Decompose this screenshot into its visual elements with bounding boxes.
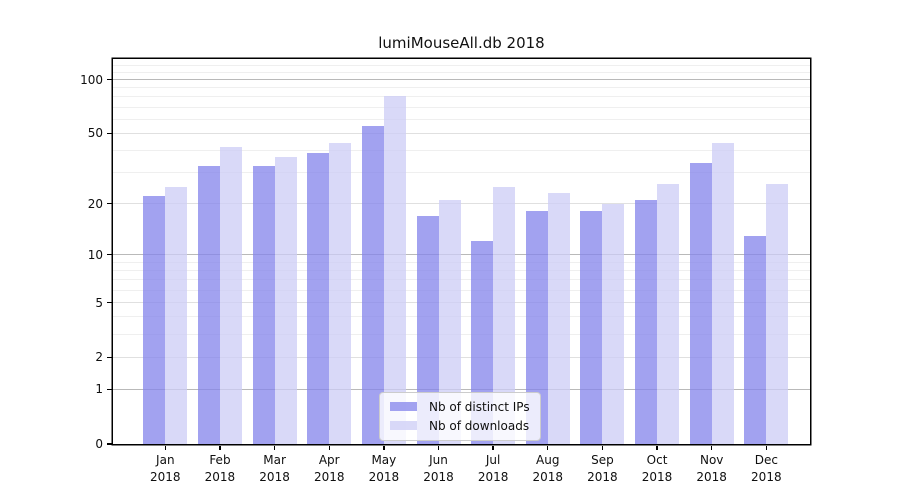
bar-sep-downloads <box>602 203 625 444</box>
legend-swatch-downloads <box>390 421 417 430</box>
gridline-minor <box>113 96 810 98</box>
chart-title: lumiMouseAll.db 2018 <box>378 34 545 52</box>
bar-feb-distinct-ips <box>197 165 220 444</box>
bar-mar-downloads <box>274 156 297 444</box>
gridline-major <box>113 356 810 358</box>
gridline-major <box>113 302 810 303</box>
y-axis-tick-label: 0 <box>95 437 103 451</box>
y-axis-tick-label: 100 <box>80 72 103 87</box>
x-axis-tick-label: May 2018 <box>368 453 400 484</box>
x-axis-tick <box>601 445 604 450</box>
gridline-minor <box>113 172 810 174</box>
gridline-minor <box>113 87 810 89</box>
bar-dec-downloads <box>766 183 789 444</box>
gridline-minor <box>113 334 810 336</box>
y-axis-tick <box>107 202 112 205</box>
y-axis-tick-label: 50 <box>87 126 103 141</box>
x-axis-tick-label: Apr 2018 <box>313 453 345 484</box>
x-axis-tick-label: Feb 2018 <box>204 453 236 484</box>
y-axis-tick <box>107 301 112 304</box>
x-axis-tick <box>328 445 330 450</box>
x-axis-tick-label: Dec 2018 <box>751 453 782 484</box>
gridline-minor <box>113 64 810 66</box>
bar-dec-distinct-ips <box>744 235 767 444</box>
y-axis-tick <box>107 253 112 256</box>
legend: Nb of distinct IPs Nb of downloads <box>379 392 541 441</box>
gridline-minor <box>113 71 810 73</box>
x-axis-tick <box>164 445 166 450</box>
y-axis-tick <box>107 356 112 358</box>
bar-oct-downloads <box>657 183 680 444</box>
y-axis-tick <box>107 132 112 135</box>
bar-aug-downloads <box>547 193 570 444</box>
gridline-major <box>113 254 810 256</box>
y-axis-tick-label: 2 <box>95 350 103 365</box>
y-axis-tick <box>107 388 112 390</box>
bar-nov-distinct-ips <box>689 163 712 444</box>
x-axis-tick <box>547 445 549 450</box>
x-axis-tick <box>656 445 658 450</box>
x-axis-tick-label: Sep 2018 <box>587 453 618 484</box>
plot-area <box>113 59 810 444</box>
gridline-major <box>113 388 810 390</box>
x-axis-tick <box>711 445 713 450</box>
bar-feb-downloads <box>219 146 242 444</box>
gridline-major <box>113 203 810 205</box>
bar-jan-downloads <box>165 186 188 444</box>
x-axis-tick <box>437 445 440 450</box>
y-axis-tick-label: 5 <box>95 295 103 310</box>
x-axis-tick-label: Jun 2018 <box>423 453 454 484</box>
bar-apr-downloads <box>329 143 352 444</box>
bar-nov-downloads <box>711 143 734 444</box>
gridline-minor <box>113 118 810 120</box>
x-axis-tick <box>219 445 221 450</box>
legend-entry-distinct-ips: Nb of distinct IPs <box>390 397 530 416</box>
gridline-major <box>113 132 810 134</box>
bar-oct-distinct-ips <box>635 199 658 444</box>
bar-jul-downloads <box>493 186 516 444</box>
y-axis-tick <box>107 443 112 445</box>
bar-mar-distinct-ips <box>252 165 275 444</box>
bar-apr-distinct-ips <box>307 152 330 444</box>
legend-swatch-distinct-ips <box>390 402 417 411</box>
bar-sep-distinct-ips <box>580 211 603 444</box>
x-axis-tick-label: Jan 2018 <box>150 453 181 484</box>
y-axis-tick <box>107 78 112 81</box>
legend-label-downloads: Nb of downloads <box>429 418 530 433</box>
x-axis-tick-label: Aug 2018 <box>532 453 564 484</box>
bar-jun-downloads <box>438 199 461 444</box>
bar-may-downloads <box>383 95 406 444</box>
gridline-major <box>113 79 810 81</box>
gridline-minor <box>113 150 810 152</box>
x-axis-tick <box>383 445 385 450</box>
x-axis-tick <box>273 445 276 450</box>
x-axis-tick-label: Oct 2018 <box>641 453 673 484</box>
gridline-minor <box>113 261 810 263</box>
bar-jun-distinct-ips <box>416 215 439 444</box>
gridline-minor <box>113 289 810 291</box>
legend-label-distinct-ips: Nb of distinct IPs <box>429 399 530 414</box>
bar-aug-distinct-ips <box>525 211 548 444</box>
x-axis-tick <box>492 445 494 450</box>
gridline-minor <box>113 269 810 271</box>
bar-jan-distinct-ips <box>143 196 166 444</box>
y-axis-tick-label: 1 <box>95 382 103 397</box>
gridline-minor <box>113 316 810 318</box>
x-axis-tick-label: Mar 2018 <box>259 453 290 484</box>
y-axis-tick-label: 20 <box>87 196 103 211</box>
x-axis-tick-label: Nov 2018 <box>696 453 727 484</box>
gridline-minor <box>113 106 810 108</box>
legend-entry-downloads: Nb of downloads <box>390 416 530 435</box>
bar-may-distinct-ips <box>361 126 384 444</box>
x-axis-tick <box>765 445 767 450</box>
gridline-minor <box>113 279 810 281</box>
y-axis-tick-label: 10 <box>87 247 103 262</box>
x-axis-tick-label: Jul 2018 <box>477 453 509 484</box>
